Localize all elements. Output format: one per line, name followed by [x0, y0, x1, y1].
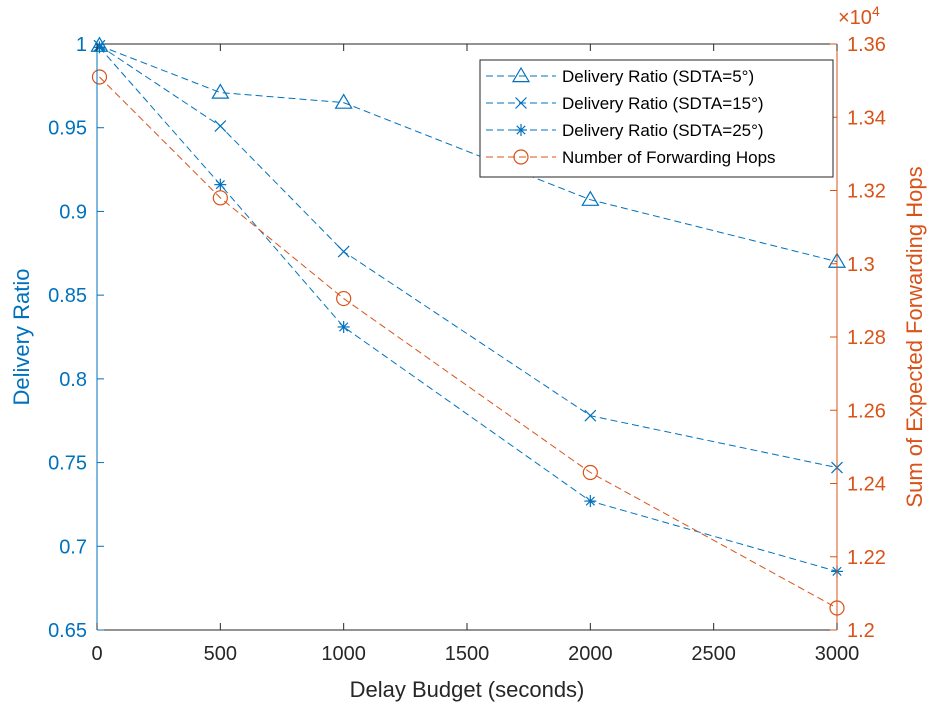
- data-point-series-3: [93, 41, 106, 54]
- right-y-tick-label: 1.26: [847, 400, 886, 422]
- legend-label-2: Delivery Ratio (SDTA=15°): [562, 94, 764, 113]
- data-point-series-4: [212, 190, 228, 206]
- series-line-1: [99, 45, 838, 263]
- x-tick-label: 500: [204, 643, 237, 665]
- left-y-tick-label: 0.65: [48, 620, 87, 642]
- legend-label-4: Number of Forwarding Hops: [562, 148, 776, 167]
- left-y-tick-label: 0.9: [59, 201, 87, 223]
- left-y-tick-label: 0.7: [59, 536, 87, 558]
- data-point-series-2: [584, 409, 597, 422]
- x-tick-label: 1500: [445, 643, 490, 665]
- right-axis-multiplier-exponent: 4: [872, 3, 880, 19]
- right-y-tick-label: 1.36: [847, 34, 886, 56]
- left-y-tick-label: 0.75: [48, 453, 87, 475]
- right-y-tick-label: 1.22: [847, 547, 886, 569]
- right-y-tick-label: 1.34: [847, 107, 886, 129]
- marker-stroke: [215, 180, 225, 190]
- legend: Delivery Ratio (SDTA=5°) Delivery Ratio (…: [479, 59, 834, 178]
- right-y-tick-label: 1.28: [847, 327, 886, 349]
- legend-marker-1: [511, 66, 531, 83]
- legend-box: [479, 59, 834, 178]
- marker-stroke: [515, 97, 527, 109]
- right-y-tick-label: 1.24: [847, 474, 886, 496]
- data-point-series-1: [211, 83, 230, 99]
- marker-stroke: [214, 120, 227, 132]
- x-tick-label: 0: [91, 643, 102, 665]
- left-y-tick-label: 0.8: [59, 369, 87, 391]
- left-y-tick-label: 1: [76, 34, 87, 56]
- data-point-series-2: [214, 120, 227, 132]
- data-point-series-4: [91, 69, 108, 85]
- left-y-tick-label: 0.95: [48, 118, 87, 140]
- marker-stroke: [584, 409, 597, 422]
- legend-marker-4: [513, 149, 529, 165]
- legend-marker-2: [515, 97, 527, 109]
- x-tick-label: 2000: [568, 643, 613, 665]
- x-tick-label: 2500: [691, 643, 736, 665]
- marker-stroke: [337, 245, 350, 258]
- right-y-tick-label: 1.32: [847, 181, 886, 203]
- marker-stroke: [516, 125, 526, 135]
- right-axis-multiplier-base: ×10: [838, 7, 872, 29]
- marker-stroke: [339, 322, 349, 332]
- x-axis-label: Delay Budget (seconds): [350, 677, 585, 702]
- right-y-axis-label: Sum of Expected Forwarding Hops: [902, 166, 927, 507]
- right-y-tick-label: 1.3: [847, 254, 875, 276]
- data-point-series-4: [582, 464, 598, 481]
- legend-marker-3: [515, 124, 527, 136]
- data-point-series-1: [581, 190, 600, 206]
- left-y-tick-label: 0.85: [48, 285, 87, 307]
- data-point-series-4: [336, 290, 352, 307]
- legend-label-3: Delivery Ratio (SDTA=25°): [562, 121, 764, 140]
- series-line-4: [99, 76, 838, 609]
- legend-label-1: Delivery Ratio (SDTA=5°): [562, 67, 754, 86]
- right-axis-multiplier: ×104: [838, 3, 880, 29]
- x-tick-label: 3000: [815, 643, 860, 665]
- data-point-series-2: [337, 245, 350, 258]
- right-y-tick-label: 1.2: [847, 620, 875, 642]
- left-y-axis-label: Delivery Ratio: [9, 269, 34, 406]
- data-point-series-1: [334, 93, 353, 109]
- data-point-series-3: [214, 178, 227, 191]
- marker-stroke: [585, 496, 595, 506]
- data-point-series-3: [584, 495, 597, 508]
- x-tick-label: 1000: [321, 643, 366, 665]
- data-point-series-3: [337, 320, 350, 333]
- series-line-3: [99, 47, 838, 572]
